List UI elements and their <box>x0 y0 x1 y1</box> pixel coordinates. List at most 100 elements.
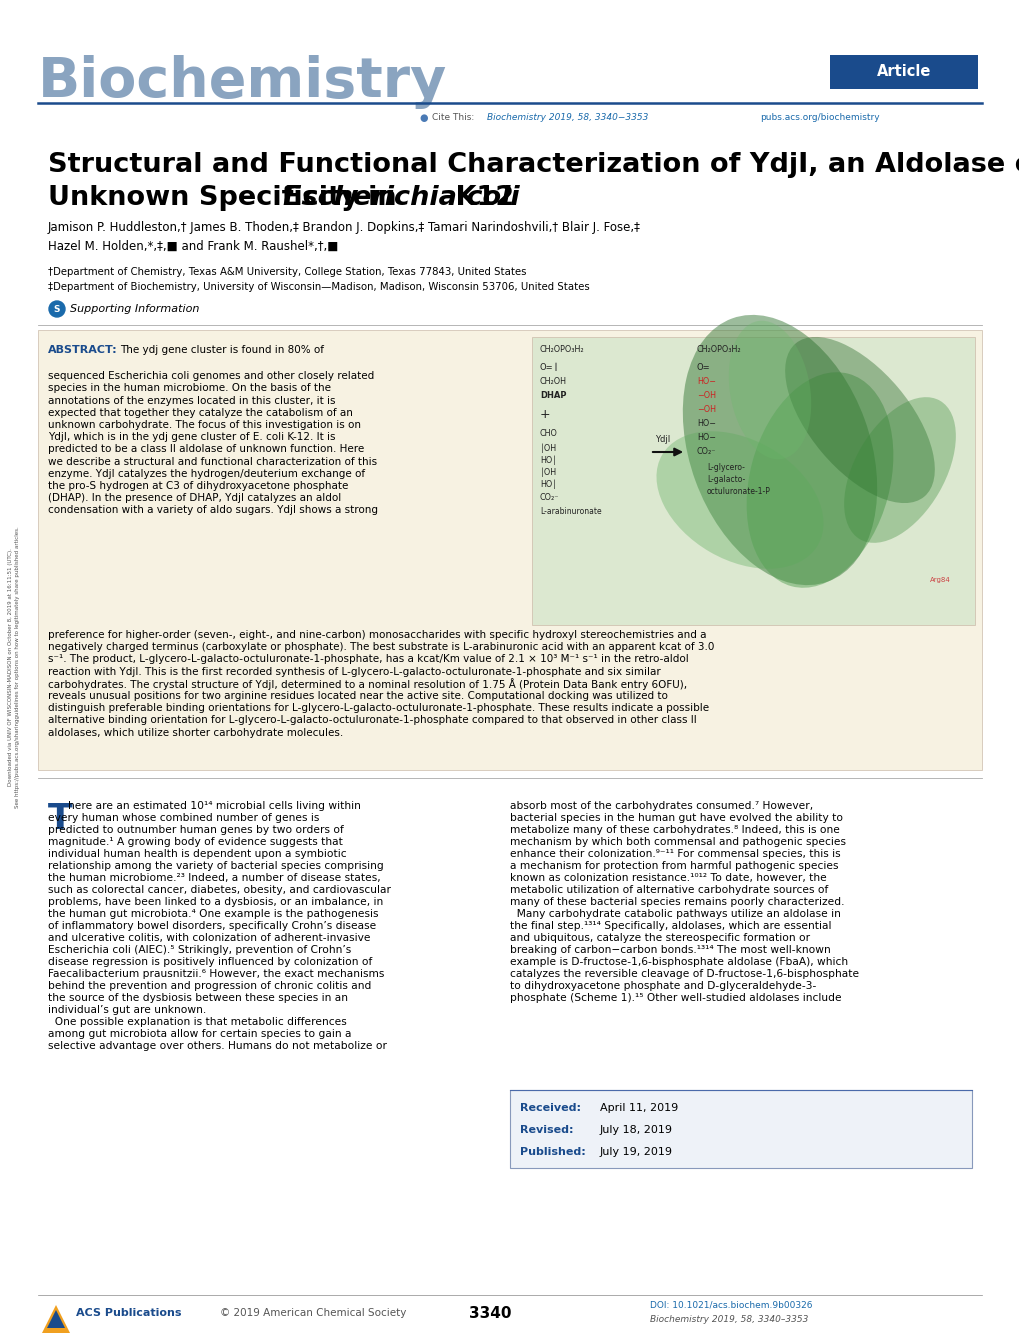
Text: HO│: HO│ <box>539 479 556 488</box>
Text: Hazel M. Holden,*,‡,■ and Frank M. Raushel*,†,■: Hazel M. Holden,*,‡,■ and Frank M. Raush… <box>48 240 338 252</box>
Text: †Department of Chemistry, Texas A&M University, College Station, Texas 77843, Un: †Department of Chemistry, Texas A&M Univ… <box>48 267 526 277</box>
Text: the pro-S hydrogen at C3 of dihydroxyacetone phosphate: the pro-S hydrogen at C3 of dihydroxyace… <box>48 482 348 491</box>
Text: and ulcerative colitis, with colonization of adherent-invasive: and ulcerative colitis, with colonizatio… <box>48 932 370 943</box>
Text: sequenced Escherichia coli genomes and other closely related: sequenced Escherichia coli genomes and o… <box>48 371 374 382</box>
Text: │OH: │OH <box>539 443 556 452</box>
Text: DHAP: DHAP <box>539 391 566 400</box>
Text: aldolases, which utilize shorter carbohydrate molecules.: aldolases, which utilize shorter carbohy… <box>48 727 343 738</box>
Text: S: S <box>54 304 60 313</box>
Text: metabolic utilization of alternative carbohydrate sources of: metabolic utilization of alternative car… <box>510 884 827 895</box>
Text: O=: O= <box>696 363 710 371</box>
Text: Cite This:: Cite This: <box>432 113 477 123</box>
Text: example is D-fructose-1,6-bisphosphate aldolase (FbaA), which: example is D-fructose-1,6-bisphosphate a… <box>510 956 847 967</box>
Text: CH₂OPO₃H₂: CH₂OPO₃H₂ <box>696 346 741 355</box>
Text: Arg84: Arg84 <box>929 578 950 583</box>
Text: reveals unusual positions for two arginine residues located near the active site: reveals unusual positions for two argini… <box>48 691 667 700</box>
Text: Jamison P. Huddleston,† James B. Thoden,‡ Brandon J. Dopkins,‡ Tamari Narindoshv: Jamison P. Huddleston,† James B. Thoden,… <box>48 221 640 235</box>
Text: +: + <box>539 408 550 422</box>
Text: individual human health is dependent upon a symbiotic: individual human health is dependent upo… <box>48 848 346 859</box>
Text: bacterial species in the human gut have evolved the ability to: bacterial species in the human gut have … <box>510 812 842 823</box>
Text: disease regression is positively influenced by colonization of: disease regression is positively influen… <box>48 956 372 967</box>
Text: reaction with YdjI. This is the first recorded synthesis of L-glycero-L-galacto-: reaction with YdjI. This is the first re… <box>48 667 660 676</box>
Text: every human whose combined number of genes is: every human whose combined number of gen… <box>48 812 319 823</box>
Text: the source of the dysbiosis between these species in an: the source of the dysbiosis between thes… <box>48 992 347 1003</box>
Text: 3340: 3340 <box>469 1306 511 1321</box>
Text: Supporting Information: Supporting Information <box>70 304 199 313</box>
Ellipse shape <box>844 398 955 543</box>
Text: CO₂⁻: CO₂⁻ <box>696 447 715 456</box>
Text: enzyme. YdjI catalyzes the hydrogen/deuterium exchange of: enzyme. YdjI catalyzes the hydrogen/deut… <box>48 468 365 479</box>
Text: April 11, 2019: April 11, 2019 <box>599 1103 678 1113</box>
Text: −OH: −OH <box>696 391 715 400</box>
Text: relationship among the variety of bacterial species comprising: relationship among the variety of bacter… <box>48 860 383 871</box>
Ellipse shape <box>656 431 822 568</box>
Text: metabolize many of these carbohydrates.⁸ Indeed, this is one: metabolize many of these carbohydrates.⁸… <box>510 824 839 835</box>
Text: the human gut microbiota.⁴ One example is the pathogenesis: the human gut microbiota.⁴ One example i… <box>48 908 378 919</box>
Text: annotations of the enzymes located in this cluster, it is: annotations of the enzymes located in th… <box>48 396 335 406</box>
Bar <box>510 1090 971 1169</box>
Text: and ubiquitous, catalyze the stereospecific formation or: and ubiquitous, catalyze the stereospeci… <box>510 932 809 943</box>
Polygon shape <box>42 1305 70 1333</box>
Text: HO−: HO− <box>696 378 715 387</box>
Text: YdjI: YdjI <box>654 435 669 444</box>
Text: among gut microbiota allow for certain species to gain a: among gut microbiota allow for certain s… <box>48 1029 352 1039</box>
Text: T: T <box>48 802 72 836</box>
Text: alternative binding orientation for L-glycero-L-galacto-octuluronate-1-phosphate: alternative binding orientation for L-gl… <box>48 715 696 726</box>
Text: Biochemistry 2019, 58, 3340–3353: Biochemistry 2019, 58, 3340–3353 <box>649 1314 808 1323</box>
Text: Biochemistry: Biochemistry <box>38 55 446 109</box>
Text: s⁻¹. The product, L-glycero-L-galacto-octuluronate-1-phosphate, has a kcat/Km va: s⁻¹. The product, L-glycero-L-galacto-oc… <box>48 655 688 664</box>
Text: Received:: Received: <box>520 1103 581 1113</box>
Text: we describe a structural and functional characterization of this: we describe a structural and functional … <box>48 456 377 467</box>
Text: unknown carbohydrate. The focus of this investigation is on: unknown carbohydrate. The focus of this … <box>48 420 361 430</box>
Text: (DHAP). In the presence of DHAP, YdjI catalyzes an aldol: (DHAP). In the presence of DHAP, YdjI ca… <box>48 494 341 503</box>
Text: of inflammatory bowel disorders, specifically Crohn’s disease: of inflammatory bowel disorders, specifi… <box>48 920 376 931</box>
Ellipse shape <box>746 372 893 588</box>
Text: catalyzes the reversible cleavage of D-fructose-1,6-bisphosphate: catalyzes the reversible cleavage of D-f… <box>510 968 858 979</box>
Text: to dihydroxyacetone phosphate and D-glyceraldehyde-3-: to dihydroxyacetone phosphate and D-glyc… <box>510 980 815 991</box>
Ellipse shape <box>785 338 933 503</box>
Text: The ydj gene cluster is found in 80% of: The ydj gene cluster is found in 80% of <box>120 346 324 355</box>
Bar <box>829 55 977 89</box>
Text: Faecalibacterium prausnitzii.⁶ However, the exact mechanisms: Faecalibacterium prausnitzii.⁶ However, … <box>48 968 384 979</box>
Text: Escherichia coli (AIEC).⁵ Strikingly, prevention of Crohn’s: Escherichia coli (AIEC).⁵ Strikingly, pr… <box>48 944 351 955</box>
Text: phosphate (Scheme 1).¹⁵ Other well-studied aldolases include: phosphate (Scheme 1).¹⁵ Other well-studi… <box>510 992 841 1003</box>
Text: CH₂OH: CH₂OH <box>539 378 567 387</box>
Text: Article: Article <box>876 64 930 80</box>
Text: CH₂OPO₃H₂: CH₂OPO₃H₂ <box>539 346 584 355</box>
Text: −OH: −OH <box>696 406 715 415</box>
Text: preference for higher-order (seven-, eight-, and nine-carbon) monosaccharides wi: preference for higher-order (seven-, eig… <box>48 630 706 640</box>
Text: negatively charged terminus (carboxylate or phosphate). The best substrate is L-: negatively charged terminus (carboxylate… <box>48 642 713 652</box>
Text: © 2019 American Chemical Society: © 2019 American Chemical Society <box>220 1309 406 1318</box>
Text: Structural and Functional Characterization of YdjI, an Aldolase of: Structural and Functional Characterizati… <box>48 152 1019 177</box>
Text: Escherichia coli: Escherichia coli <box>282 185 519 211</box>
Text: enhance their colonization.⁹⁻¹¹ For commensal species, this is: enhance their colonization.⁹⁻¹¹ For comm… <box>510 848 840 859</box>
Text: known as colonization resistance.¹⁰¹² To date, however, the: known as colonization resistance.¹⁰¹² To… <box>510 872 826 883</box>
Text: L-galacto-: L-galacto- <box>706 475 745 484</box>
Text: the human microbiome.²³ Indeed, a number of disease states,: the human microbiome.²³ Indeed, a number… <box>48 872 380 883</box>
Text: CHO: CHO <box>539 428 557 438</box>
Text: Biochemistry 2019, 58, 3340−3353: Biochemistry 2019, 58, 3340−3353 <box>486 113 648 123</box>
Text: ‡Department of Biochemistry, University of Wisconsin—Madison, Madison, Wisconsin: ‡Department of Biochemistry, University … <box>48 281 589 292</box>
Text: HO−: HO− <box>696 419 715 428</box>
Ellipse shape <box>728 320 810 459</box>
Text: Unknown Specificity in: Unknown Specificity in <box>48 185 406 211</box>
Text: pubs.acs.org/biochemistry: pubs.acs.org/biochemistry <box>759 113 878 123</box>
Text: carbohydrates. The crystal structure of YdjI, determined to a nominal resolution: carbohydrates. The crystal structure of … <box>48 678 687 690</box>
Text: predicted to outnumber human genes by two orders of: predicted to outnumber human genes by tw… <box>48 824 343 835</box>
Text: species in the human microbiome. On the basis of the: species in the human microbiome. On the … <box>48 383 331 394</box>
Text: behind the prevention and progression of chronic colitis and: behind the prevention and progression of… <box>48 980 371 991</box>
Text: HO−: HO− <box>696 434 715 443</box>
Text: predicted to be a class II aldolase of unknown function. Here: predicted to be a class II aldolase of u… <box>48 444 364 455</box>
Text: such as colorectal cancer, diabetes, obesity, and cardiovascular: such as colorectal cancer, diabetes, obe… <box>48 884 390 895</box>
Text: distinguish preferable binding orientations for L-glycero-L-galacto-octuluronate: distinguish preferable binding orientati… <box>48 703 708 714</box>
Text: One possible explanation is that metabolic differences: One possible explanation is that metabol… <box>48 1017 346 1027</box>
Text: problems, have been linked to a dysbiosis, or an imbalance, in: problems, have been linked to a dysbiosi… <box>48 896 383 907</box>
Text: July 18, 2019: July 18, 2019 <box>599 1125 673 1135</box>
Text: mechanism by which both commensal and pathogenic species: mechanism by which both commensal and pa… <box>510 836 845 847</box>
Text: Published:: Published: <box>520 1147 585 1157</box>
Text: individual’s gut are unknown.: individual’s gut are unknown. <box>48 1005 206 1015</box>
Text: YdjI, which is in the ydj gene cluster of E. coli K-12. It is: YdjI, which is in the ydj gene cluster o… <box>48 432 335 442</box>
Text: absorb most of the carbohydrates consumed.⁷ However,: absorb most of the carbohydrates consume… <box>510 800 812 811</box>
Text: magnitude.¹ A growing body of evidence suggests that: magnitude.¹ A growing body of evidence s… <box>48 836 342 847</box>
Text: │OH: │OH <box>539 467 556 476</box>
